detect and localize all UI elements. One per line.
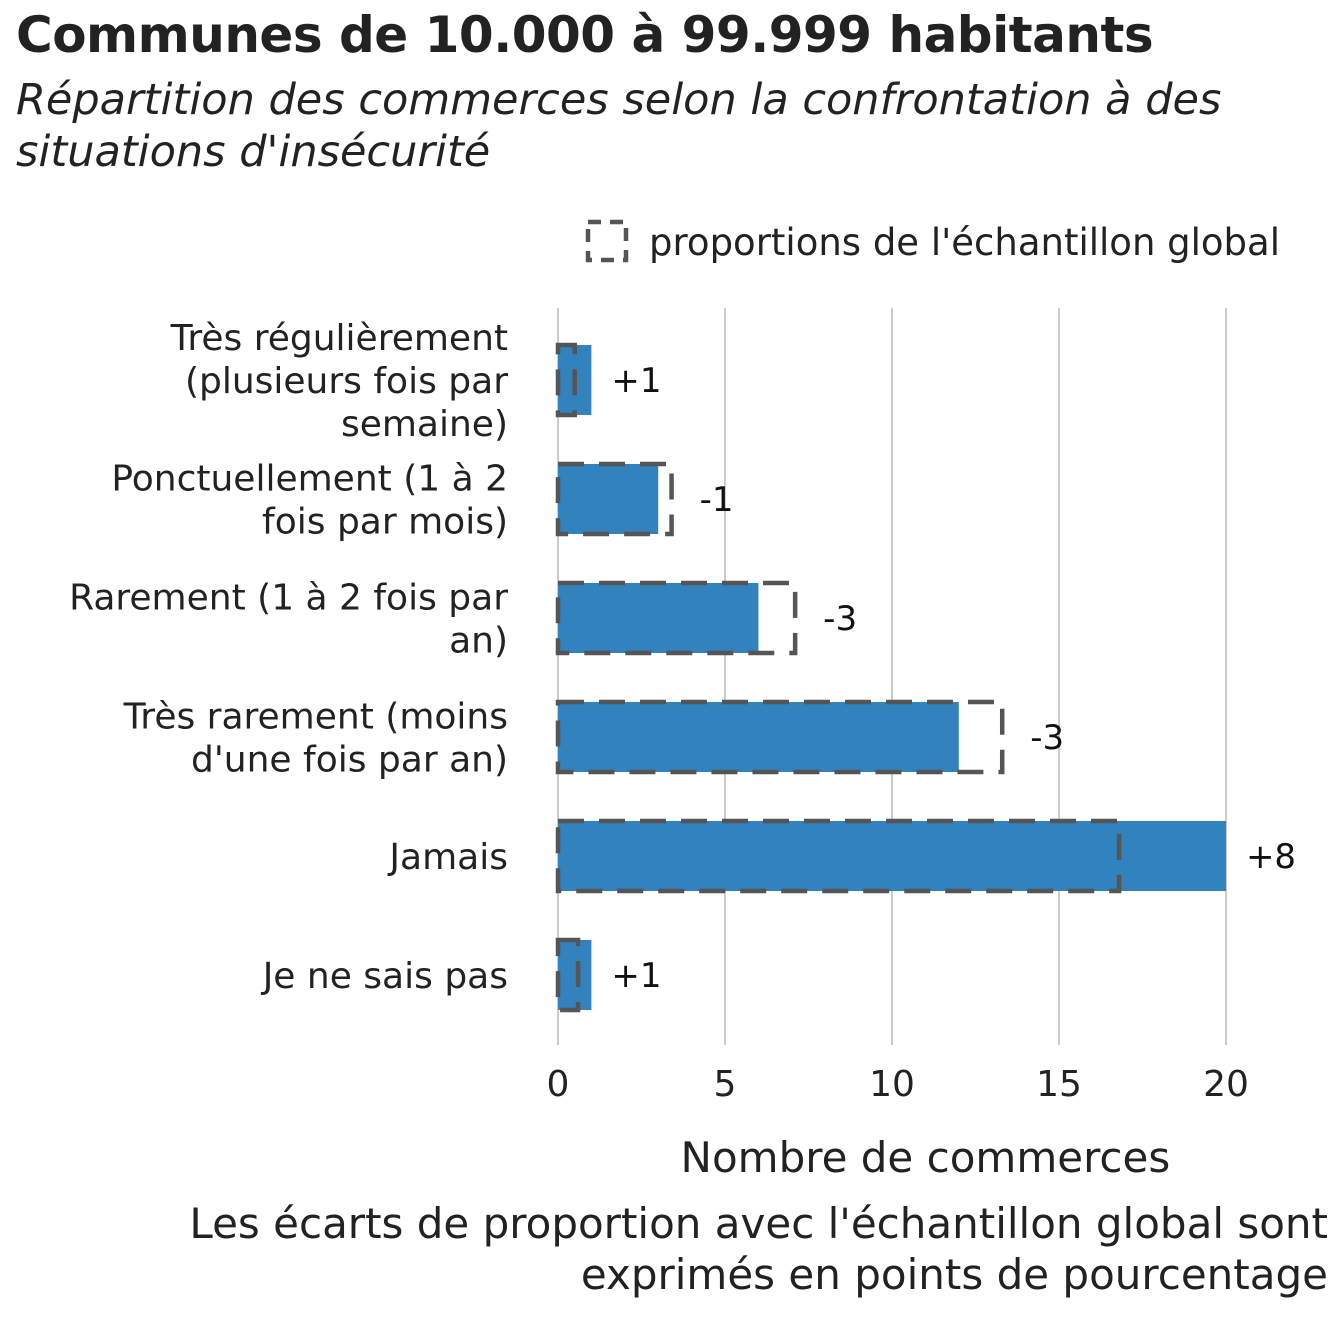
category-label: Ponctuellement (1 à 2: [111, 459, 508, 500]
data-label: -3: [1030, 718, 1064, 758]
category-label: Très régulièrement: [170, 318, 508, 359]
legend-label: proportions de l'échantillon global: [649, 221, 1280, 264]
tick-label: 20: [1203, 1064, 1249, 1105]
tick-label: 0: [547, 1064, 570, 1105]
chart-subtitle: Répartition des commerces selon la confr…: [16, 74, 1246, 178]
category-label: Jamais: [387, 837, 508, 878]
subtitle-line: Répartition des commerces selon la confr…: [16, 75, 1222, 125]
legend-swatch: [585, 219, 629, 263]
category-label: Très rarement (moins: [123, 697, 508, 738]
reference-outline: [555, 461, 674, 537]
bar: [558, 940, 592, 1010]
footnote: Les écarts de proportion avec l'échantil…: [189, 1198, 1328, 1300]
category-label: Je ne sais pas: [261, 956, 508, 997]
category-label: fois par mois): [262, 502, 508, 543]
data-label: -1: [700, 480, 734, 520]
reference-outline: [555, 580, 798, 656]
tick-label: 5: [714, 1064, 737, 1105]
category-label: (plusieurs fois par: [185, 361, 508, 402]
bar: [558, 464, 659, 534]
chart-title: Communes de 10.000 à 99.999 habitants: [16, 6, 1154, 64]
tick-label: 15: [1036, 1064, 1082, 1105]
reference-outline: [555, 937, 581, 1013]
bar: [558, 583, 759, 653]
reference-outline: [555, 699, 1005, 775]
data-label: +1: [611, 361, 661, 401]
data-label: +1: [611, 956, 661, 996]
reference-outline: [555, 818, 1122, 894]
footnote-line: Les écarts de proportion avec l'échantil…: [189, 1199, 1328, 1248]
subtitle-line: situations d'insécurité: [16, 127, 491, 177]
category-label: d'une fois par an): [191, 740, 508, 781]
bar: [558, 702, 959, 772]
bar: [558, 821, 1226, 891]
category-label: an): [449, 621, 508, 662]
category-label: Rarement (1 à 2 fois par: [69, 578, 508, 619]
reference-outline: [555, 342, 577, 418]
x-axis-title: Nombre de commerces: [681, 1133, 1171, 1182]
footnote-line: exprimés en points de pourcentage: [580, 1250, 1328, 1299]
tick-label: 10: [869, 1064, 915, 1105]
data-label: +8: [1246, 837, 1296, 877]
data-label: -3: [823, 599, 857, 639]
category-label: semaine): [341, 404, 508, 445]
